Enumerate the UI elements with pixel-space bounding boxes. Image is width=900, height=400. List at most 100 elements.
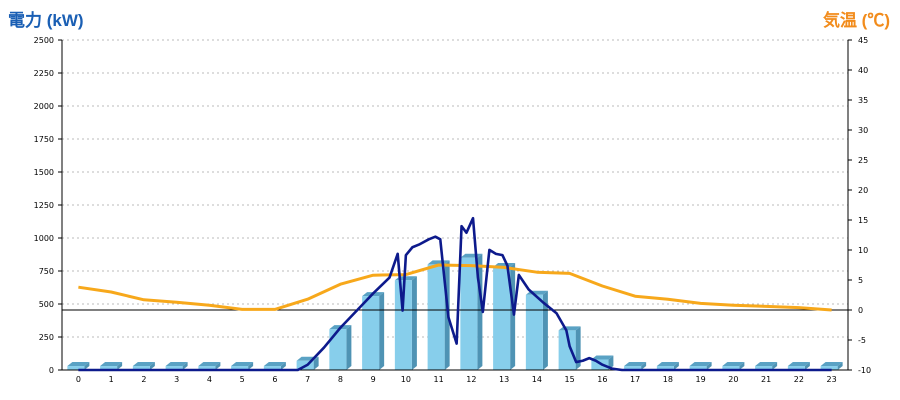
- x-axis-tick-label: 17: [630, 375, 640, 384]
- bar-top: [263, 362, 286, 367]
- left-axis-tick-label: 1250: [34, 201, 54, 210]
- bar-side: [804, 362, 810, 370]
- bar: [67, 366, 85, 370]
- bar-side: [149, 362, 155, 370]
- bar-side: [641, 362, 647, 370]
- bar: [820, 366, 838, 370]
- bar-top: [656, 362, 679, 367]
- bar-side: [313, 356, 319, 370]
- bar-side: [248, 362, 254, 370]
- bar-side: [510, 263, 516, 370]
- bar: [132, 366, 150, 370]
- bar-side: [182, 362, 188, 370]
- bar-side: [346, 325, 352, 370]
- x-axis-tick-label: 2: [141, 375, 146, 384]
- bar-top: [624, 362, 647, 367]
- bar-top: [231, 362, 254, 367]
- bar-side: [84, 362, 90, 370]
- bar-top: [132, 362, 155, 367]
- bar: [689, 366, 707, 370]
- bar-side: [739, 362, 745, 370]
- x-axis-tick-label: 21: [761, 375, 771, 384]
- bar: [460, 257, 478, 370]
- temperature-line: [78, 263, 832, 312]
- x-axis-tick-label: 9: [371, 375, 376, 384]
- left-axis-tick-label: 1500: [34, 168, 54, 177]
- bar: [362, 296, 380, 370]
- bar: [493, 267, 511, 370]
- x-axis-tick-label: 22: [794, 375, 804, 384]
- bar-top: [165, 362, 188, 367]
- x-axis-tick-label: 6: [272, 375, 277, 384]
- right-axis-tick-label: 35: [858, 96, 868, 105]
- left-axis-tick-label: 250: [39, 333, 54, 342]
- bar-top: [820, 362, 843, 367]
- x-axis-tick-label: 1: [109, 375, 114, 384]
- bar-top: [722, 362, 745, 367]
- x-axis-tick-label: 11: [434, 375, 444, 384]
- bar-side: [411, 276, 417, 370]
- bar: [787, 366, 805, 370]
- bar-side: [379, 292, 385, 370]
- bar: [427, 264, 445, 370]
- x-axis-tick-label: 18: [663, 375, 673, 384]
- left-axis-tick-label: 2000: [34, 102, 54, 111]
- bar: [263, 366, 281, 370]
- left-axis-tick-label: 750: [39, 267, 54, 276]
- bar: [624, 366, 642, 370]
- bar-top: [591, 355, 614, 360]
- bar-side: [772, 362, 778, 370]
- left-axis-tick-label: 2500: [34, 36, 54, 45]
- x-axis-tick-label: 20: [728, 375, 738, 384]
- bar: [231, 366, 249, 370]
- right-axis-tick-label: -10: [858, 366, 871, 375]
- right-axis-tick-label: 25: [858, 156, 868, 165]
- x-axis-tick-label: 0: [76, 375, 81, 384]
- bar-top: [689, 362, 712, 367]
- bar-side: [673, 362, 679, 370]
- right-axis-title: 気温 (℃): [822, 11, 890, 30]
- bar-top: [100, 362, 123, 367]
- x-axis-tick-label: 13: [499, 375, 509, 384]
- right-axis-tick-label: -5: [858, 336, 866, 345]
- x-axis-tick-label: 10: [401, 375, 411, 384]
- bar: [525, 294, 543, 370]
- left-axis-tick-label: 0: [49, 366, 54, 375]
- bar-top: [427, 260, 450, 265]
- bar-side: [215, 362, 221, 370]
- bar: [755, 366, 773, 370]
- bar-side: [117, 362, 123, 370]
- x-axis-tick-label: 8: [338, 375, 343, 384]
- right-axis-tick-label: 30: [858, 126, 868, 135]
- bar: [394, 280, 412, 370]
- x-axis-tick-label: 3: [174, 375, 179, 384]
- bar: [165, 366, 183, 370]
- bar: [198, 366, 216, 370]
- bar-side: [575, 326, 581, 370]
- right-axis-tick-label: 15: [858, 216, 868, 225]
- bar-side: [837, 362, 843, 370]
- bar: [100, 366, 118, 370]
- bar-side: [280, 362, 286, 370]
- right-axis-tick-label: 0: [858, 306, 863, 315]
- bar: [722, 366, 740, 370]
- bar-top: [755, 362, 778, 367]
- right-axis-tick-label: 10: [858, 246, 868, 255]
- bar-top: [787, 362, 810, 367]
- x-axis-tick-label: 14: [532, 375, 542, 384]
- bar-top: [198, 362, 221, 367]
- left-axis-tick-label: 500: [39, 300, 54, 309]
- x-axis-tick-label: 4: [207, 375, 212, 384]
- x-axis-tick-label: 12: [466, 375, 476, 384]
- x-axis-tick-label: 7: [305, 375, 310, 384]
- left-axis-title: 電力 (kW): [8, 11, 84, 30]
- x-axis-tick-label: 19: [696, 375, 706, 384]
- bar-top: [67, 362, 90, 367]
- bar-side: [706, 362, 712, 370]
- bar: [656, 366, 674, 370]
- x-axis-tick-label: 15: [565, 375, 575, 384]
- bar: [329, 329, 347, 370]
- power-line: [78, 216, 832, 372]
- x-axis-tick-label: 16: [597, 375, 607, 384]
